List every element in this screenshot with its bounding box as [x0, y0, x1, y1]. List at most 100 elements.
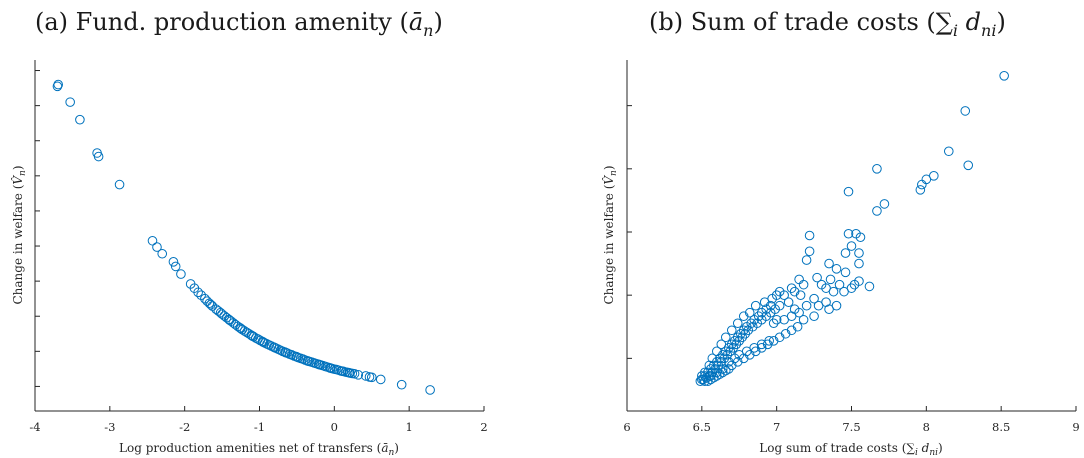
panel-a-data-point [204, 298, 215, 309]
panel-b-data-point [794, 274, 804, 285]
panel-a-data-point [206, 299, 216, 310]
panel-b-data-point [695, 376, 706, 386]
panel-b-data-point [999, 71, 1009, 81]
panel-b-data-point [943, 146, 954, 157]
panel-b-data-point [707, 353, 718, 364]
panel-a-title: (a) Fund. production amenity (ān) [35, 8, 443, 40]
panel-b-data-point [712, 346, 722, 357]
panel-a-x-tick-label: -4 [29, 420, 40, 434]
panel-a-x-tick-label: 2 [480, 420, 487, 434]
panel-a-data-point [349, 368, 360, 379]
panel-b-data-point [879, 199, 890, 209]
panel-b-data-point [831, 264, 842, 274]
panel-b-data-point [846, 241, 857, 251]
panel-b-x-tick-label: 7 [773, 420, 780, 434]
panel-a-points [52, 79, 435, 395]
panel-a-data-point [298, 354, 308, 364]
panel-a-data-point [353, 370, 364, 380]
panel-a-x-tick-label: 0 [331, 420, 338, 434]
panel-a-data-point [325, 363, 336, 373]
panel-b-data-point [798, 279, 809, 290]
panel-b-data-point [712, 371, 722, 381]
panel-a-data-point [75, 114, 85, 125]
panel-a-data-point [196, 290, 206, 300]
panel-a-data-point [337, 366, 347, 376]
panel-b-data-point [804, 230, 815, 241]
panel-b-data-point [714, 369, 725, 379]
panel-b-data-point [756, 343, 767, 353]
panel-b-data-point [716, 339, 727, 350]
panel-a-data-point [176, 269, 186, 279]
panel-b-ylabel: Change in welfare (V̂n) [601, 165, 619, 304]
panel-b-data-point [786, 283, 797, 293]
panel-b-title: (b) Sum of trade costs (∑i dni) [649, 8, 1006, 40]
panel-b-data-point [812, 272, 822, 283]
panel-b-data-point [840, 248, 851, 258]
panel-a-data-point [264, 340, 275, 350]
panel-b-x-tick-label: 6.5 [693, 420, 711, 434]
panel-a-data-point [65, 97, 75, 107]
panel-b: (b) Sum of trade costs (∑i dni) 6 6.5 7 7.5… [601, 8, 1080, 458]
panel-b-data-point [737, 332, 748, 343]
panel-b-data-point [779, 314, 789, 325]
panel-b-data-point [780, 328, 791, 339]
panel-b-data-point [915, 185, 926, 195]
panel-b-x-tick-label: 8 [923, 420, 930, 434]
panel-b-data-point [801, 300, 812, 311]
panel-a-data-point [344, 367, 355, 378]
panel-b-data-point [738, 353, 749, 364]
panel-b-data-point [917, 179, 927, 190]
panel-a-data-point [147, 235, 158, 246]
panel-a-data-point [366, 372, 377, 383]
panel-b-data-point [854, 248, 864, 258]
panel-b-x-tick-label: 7.5 [842, 420, 860, 434]
panel-b-data-point [854, 258, 864, 269]
panel-b-data-point [726, 360, 737, 371]
panel-a-data-point [360, 371, 371, 381]
panel-b-data-point [921, 174, 932, 185]
panel-b-data-point [783, 297, 794, 307]
panel-b-points [695, 71, 1009, 386]
panel-b-data-point [732, 357, 743, 367]
panel-b-data-point [716, 357, 727, 367]
panel-b-data-point [809, 293, 819, 304]
panel-b-data-point [798, 314, 809, 325]
panel-b-data-point [720, 332, 731, 343]
panel-b-data-point [846, 283, 857, 293]
panel-b-data-point [825, 274, 836, 285]
panel-a-data-point [303, 356, 313, 366]
panel-b-data-point [855, 232, 866, 243]
panel-a-data-point [375, 374, 386, 385]
panel-b-data-point [774, 332, 785, 343]
panel-b-data-point [726, 325, 737, 336]
panel-a-data-point [170, 261, 181, 272]
panel-a-data-point [93, 151, 104, 162]
panel-a-data-point [280, 347, 290, 357]
panel-b-axes: 6 6.5 7 7.5 8 8.5 9 [623, 60, 1080, 434]
panel-b-data-point [813, 300, 824, 311]
panel-a-data-point [53, 79, 64, 90]
panel-b-data-point [816, 279, 827, 290]
panel-a-data-point [396, 379, 407, 390]
panel-a-data-point [157, 248, 168, 259]
panel-a-data-point [152, 242, 162, 252]
panel-b-data-point [697, 371, 707, 381]
panel-b-data-point [728, 343, 739, 353]
panel-b-data-point [786, 325, 797, 336]
panel-a-data-point [258, 337, 269, 348]
panel-b-data-point [723, 364, 734, 374]
panel-a-x-tick-label: -3 [104, 420, 115, 434]
panel-b-x-tick-label: 9 [1072, 420, 1079, 434]
panel-a-data-point [168, 257, 179, 267]
panel-b-data-point [828, 286, 839, 297]
panel-b-data-point [706, 374, 716, 385]
panel-a-data-point [271, 343, 281, 353]
panel-a-data-point [292, 352, 302, 362]
panel-b-data-point [843, 228, 854, 239]
panel-b-data-point [789, 304, 800, 315]
panel-a-axes: -4 -3 -2 -1 0 1 2 [29, 60, 488, 434]
panel-b-data-point [872, 164, 882, 174]
panel-b-x-tick-label: 8.5 [992, 420, 1010, 434]
panel-b-data-point [703, 376, 713, 386]
